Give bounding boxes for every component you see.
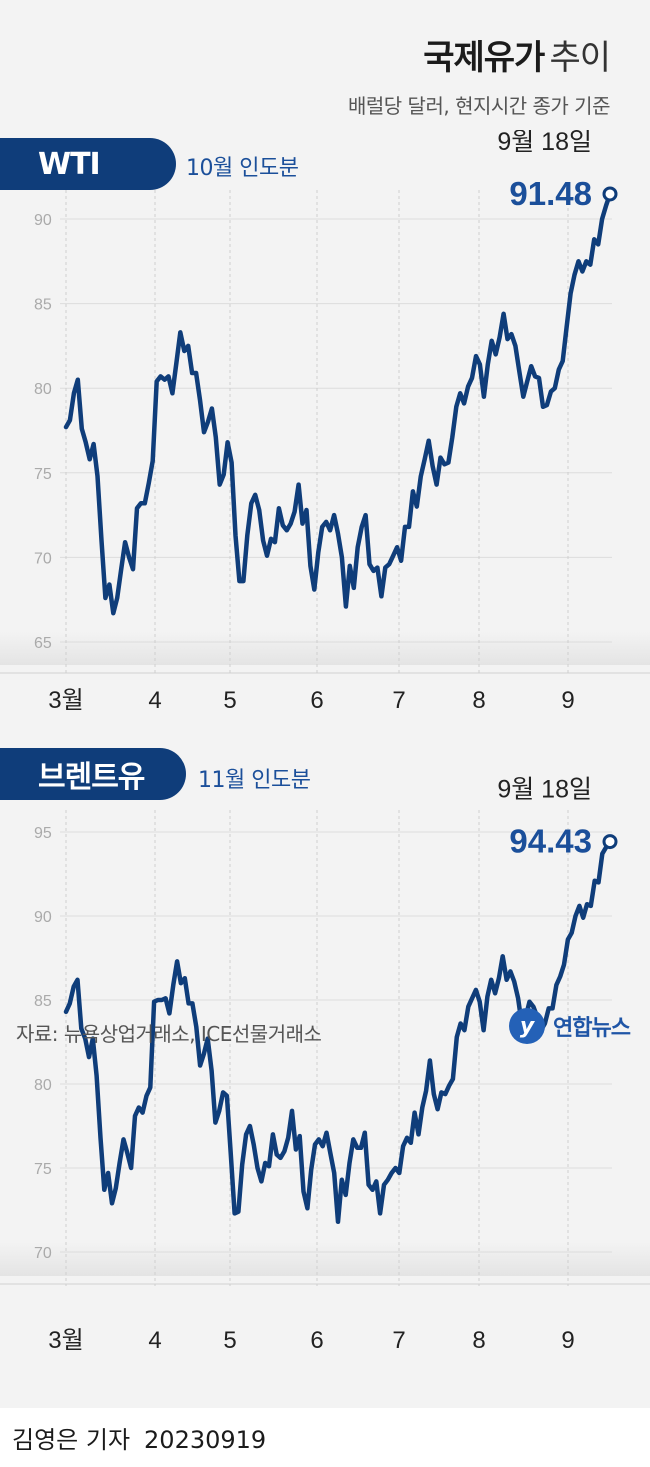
title-light: 추이 (549, 38, 611, 78)
brent-label-pill: 브렌트유 (0, 748, 186, 800)
subtitle: 배럴당 달러, 현지시간 종가 기준 (348, 94, 611, 118)
yonhap-logo: y 연합뉴스 (509, 1008, 631, 1044)
x-tick-label: 7 (392, 1327, 405, 1354)
last-date-label: 9월 18일 (497, 776, 592, 804)
price-line (63, 191, 613, 616)
x-tick-label: 5 (223, 687, 236, 710)
title: 국제유가 추이 (423, 30, 611, 79)
x-tick-label: 6 (310, 687, 323, 710)
logo-text: 연합뉴스 (553, 1016, 631, 1041)
x-tick-label: 8 (472, 687, 485, 710)
wti-chart: 65 70 75 80 85 90 3월 4 5 6 7 8 9 9월 18일 91.48 (0, 130, 650, 710)
brent-chart: 70 75 80 85 90 95 3월 4 5 6 7 8 9 9월 18일 94.43 (0, 776, 650, 1354)
x-tick-label: 3월 (48, 1327, 83, 1354)
byline: 김영은 기자 20230919 (12, 1420, 266, 1455)
x-tick-label: 8 (472, 1327, 485, 1354)
x-tick-label: 9 (561, 1327, 574, 1354)
y-tick-label: 80 (34, 1077, 52, 1094)
x-tick-label: 4 (148, 687, 161, 710)
y-tick-label: 70 (34, 1245, 52, 1262)
last-point-marker (602, 834, 618, 850)
brent-name: 브렌트유 (38, 760, 145, 795)
y-tick-label: 90 (34, 909, 52, 926)
title-bold: 국제유가 (423, 38, 545, 78)
price-line (63, 839, 613, 1225)
wti-name: WTI (38, 146, 101, 182)
x-tick-label: 4 (148, 1327, 161, 1354)
y-tick-label: 70 (34, 550, 52, 567)
x-tick-label: 3월 (48, 687, 83, 710)
x-tick-label: 7 (392, 687, 405, 710)
x-tick-label: 5 (223, 1327, 236, 1354)
source-note: 자료: 뉴욕상업거래소, ICE선물거래소 (16, 1022, 322, 1046)
plot-floor (0, 1242, 650, 1276)
publish-date: 20230919 (144, 1426, 267, 1454)
y-tick-label: 85 (34, 993, 52, 1010)
reporter-name: 김영은 기자 (12, 1426, 131, 1454)
y-tick-label: 80 (34, 381, 52, 398)
y-tick-label: 90 (34, 212, 52, 229)
last-value-label: 91.48 (509, 175, 592, 212)
yonhap-logo-icon: y (509, 1008, 546, 1044)
y-tick-label: 75 (34, 1161, 52, 1178)
wti-delivery: 10월 인도분 (186, 156, 299, 181)
y-tick-label: 65 (34, 635, 52, 652)
last-value-label: 94.43 (509, 823, 592, 860)
x-tick-label: 9 (561, 687, 574, 710)
y-tick-label: 85 (34, 297, 52, 314)
last-point-marker (602, 186, 618, 202)
brent-delivery: 11월 인도분 (198, 768, 311, 793)
y-tick-label: 75 (34, 466, 52, 483)
wti-label-pill: WTI (0, 138, 176, 190)
x-tick-label: 6 (310, 1327, 323, 1354)
y-tick-label: 95 (34, 825, 52, 842)
plot-floor (0, 632, 650, 665)
last-date-label: 9월 18일 (497, 130, 592, 156)
